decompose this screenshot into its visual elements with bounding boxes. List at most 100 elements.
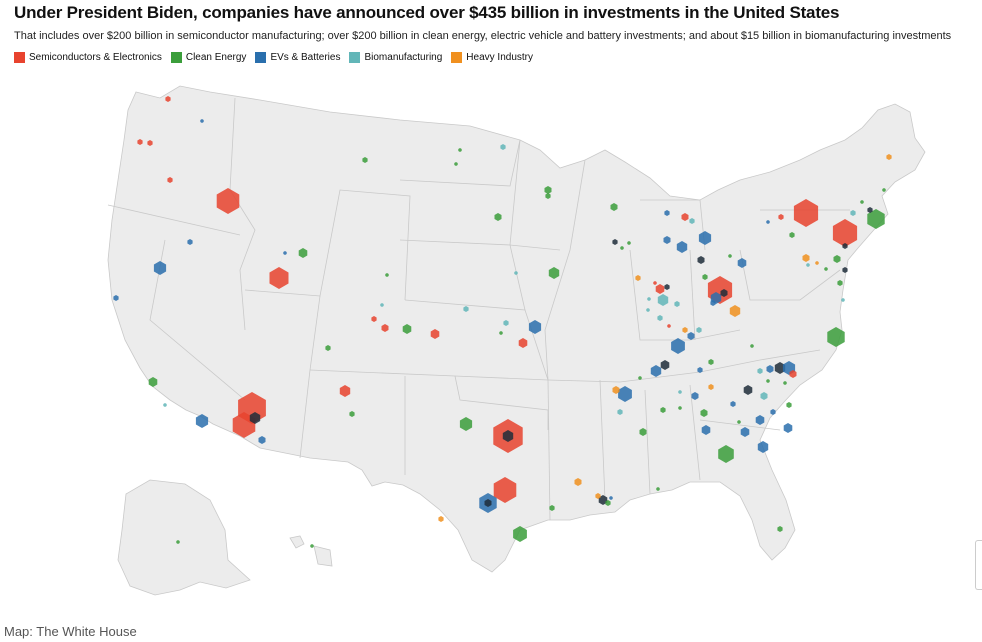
semiconductor-marker[interactable]	[371, 316, 377, 322]
semiconductor-marker[interactable]	[381, 324, 389, 332]
clean-energy-marker[interactable]	[827, 327, 845, 347]
biomanufacturing-marker[interactable]	[674, 301, 680, 307]
heavy-industry-marker[interactable]	[612, 386, 620, 394]
ev-battery-marker[interactable]	[757, 441, 769, 453]
clean-energy-marker[interactable]	[638, 376, 642, 380]
heavy-industry-marker[interactable]	[886, 154, 892, 160]
semiconductor-marker[interactable]	[232, 412, 256, 438]
clean-energy-marker[interactable]	[718, 445, 734, 463]
clean-energy-marker[interactable]	[777, 526, 783, 532]
ev-battery-marker[interactable]	[528, 320, 542, 334]
clean-energy-marker[interactable]	[349, 411, 355, 417]
ev-battery-marker[interactable]	[195, 414, 209, 428]
ev-battery-marker[interactable]	[698, 231, 712, 245]
ev-battery-marker[interactable]	[650, 365, 662, 377]
heavy-industry-marker[interactable]	[729, 305, 741, 317]
ev-battery-marker[interactable]	[687, 332, 695, 340]
ev-battery-marker[interactable]	[783, 423, 793, 433]
semiconductor-marker[interactable]	[339, 385, 351, 397]
ev-battery-marker[interactable]	[766, 365, 774, 373]
clean-energy-marker[interactable]	[454, 162, 458, 166]
ev-battery-marker[interactable]	[200, 119, 204, 123]
clean-energy-marker[interactable]	[627, 241, 631, 245]
heavy-industry-marker[interactable]	[815, 261, 819, 265]
semiconductor-marker[interactable]	[430, 329, 440, 339]
ev-battery-marker[interactable]	[697, 367, 703, 373]
clean-energy-marker[interactable]	[459, 417, 473, 431]
biomanufacturing-marker[interactable]	[646, 308, 650, 312]
semiconductor-marker[interactable]	[165, 96, 171, 102]
clean-energy-marker[interactable]	[660, 407, 666, 413]
dark-overlap-marker[interactable]	[720, 289, 728, 297]
clean-energy-marker[interactable]	[824, 267, 828, 271]
biomanufacturing-marker[interactable]	[850, 210, 856, 216]
semiconductor-marker[interactable]	[518, 338, 528, 348]
ev-battery-marker[interactable]	[153, 261, 167, 275]
biomanufacturing-marker[interactable]	[514, 271, 518, 275]
clean-energy-marker[interactable]	[549, 505, 555, 511]
clean-energy-marker[interactable]	[678, 406, 682, 410]
biomanufacturing-marker[interactable]	[380, 303, 384, 307]
clean-energy-marker[interactable]	[458, 148, 462, 152]
clean-energy-marker[interactable]	[605, 500, 611, 506]
ev-battery-marker[interactable]	[691, 392, 699, 400]
ev-battery-marker[interactable]	[671, 338, 685, 354]
clean-energy-marker[interactable]	[610, 203, 618, 211]
semiconductor-marker[interactable]	[137, 139, 143, 145]
dark-overlap-marker[interactable]	[774, 362, 786, 374]
biomanufacturing-marker[interactable]	[163, 403, 167, 407]
clean-energy-marker[interactable]	[620, 246, 624, 250]
clean-energy-marker[interactable]	[766, 379, 770, 383]
clean-energy-marker[interactable]	[833, 255, 841, 263]
biomanufacturing-marker[interactable]	[760, 392, 768, 400]
biomanufacturing-marker[interactable]	[689, 218, 695, 224]
ev-battery-marker[interactable]	[737, 258, 747, 268]
heavy-industry-marker[interactable]	[635, 275, 641, 281]
ev-battery-marker[interactable]	[710, 300, 716, 306]
clean-energy-marker[interactable]	[750, 344, 754, 348]
ev-battery-marker[interactable]	[609, 496, 613, 500]
heavy-industry-marker[interactable]	[574, 478, 582, 486]
biomanufacturing-marker[interactable]	[696, 327, 702, 333]
clean-energy-marker[interactable]	[298, 248, 308, 258]
ev-battery-marker[interactable]	[676, 241, 688, 253]
dark-overlap-marker[interactable]	[484, 499, 492, 507]
clean-energy-marker[interactable]	[783, 381, 787, 385]
semiconductor-marker[interactable]	[667, 324, 671, 328]
semiconductor-marker[interactable]	[147, 140, 153, 146]
zoom-control[interactable]	[975, 540, 982, 590]
dark-overlap-marker[interactable]	[249, 412, 261, 424]
heavy-industry-marker[interactable]	[682, 327, 688, 333]
dark-overlap-marker[interactable]	[598, 495, 608, 505]
clean-energy-marker[interactable]	[148, 377, 158, 387]
clean-energy-marker[interactable]	[837, 280, 843, 286]
dark-overlap-marker[interactable]	[842, 243, 848, 249]
ev-battery-marker[interactable]	[618, 386, 632, 402]
semiconductor-marker[interactable]	[793, 199, 819, 227]
clean-energy-marker[interactable]	[310, 544, 314, 548]
clean-energy-marker[interactable]	[789, 232, 795, 238]
semiconductor-marker[interactable]	[653, 281, 657, 285]
clean-energy-marker[interactable]	[737, 420, 741, 424]
clean-energy-marker[interactable]	[325, 345, 331, 351]
clean-energy-marker[interactable]	[544, 186, 552, 194]
investment-markers[interactable]	[113, 96, 892, 548]
biomanufacturing-marker[interactable]	[657, 315, 663, 321]
dark-overlap-marker[interactable]	[660, 360, 670, 370]
biomanufacturing-marker[interactable]	[657, 294, 669, 306]
semiconductor-marker[interactable]	[493, 477, 517, 503]
ev-battery-marker[interactable]	[664, 210, 670, 216]
ev-battery-marker[interactable]	[770, 409, 776, 415]
clean-energy-marker[interactable]	[176, 540, 180, 544]
clean-energy-marker[interactable]	[545, 193, 551, 199]
dark-overlap-marker[interactable]	[664, 284, 670, 290]
semiconductor-marker[interactable]	[789, 370, 797, 378]
ev-battery-marker[interactable]	[663, 236, 671, 244]
clean-energy-marker[interactable]	[728, 254, 732, 258]
semiconductor-marker[interactable]	[681, 213, 689, 221]
ev-battery-marker[interactable]	[766, 220, 770, 224]
semiconductor-marker[interactable]	[778, 214, 784, 220]
biomanufacturing-marker[interactable]	[463, 306, 469, 312]
dark-overlap-marker[interactable]	[697, 256, 705, 264]
dark-overlap-marker[interactable]	[743, 385, 753, 395]
